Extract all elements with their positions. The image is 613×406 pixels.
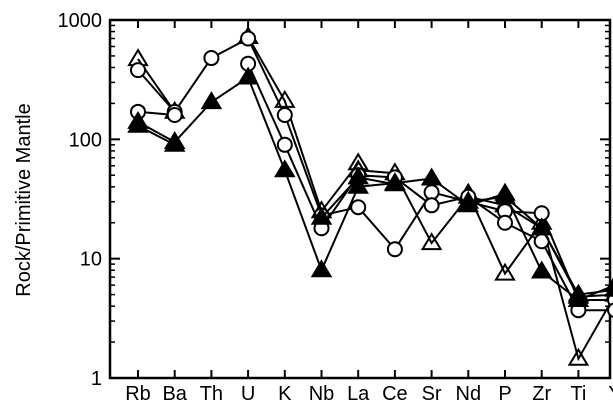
data-point-ti	[567, 347, 590, 366]
series-line	[247, 36, 359, 214]
data-point-ce	[384, 173, 406, 192]
data-point-sr	[423, 197, 440, 214]
x-axis-ticks: Rb Ba Th U K Nb La Ce Sr Nd P Zr Ti Y	[125, 20, 613, 405]
data-point-rb	[130, 62, 146, 79]
data-point-la	[350, 199, 367, 216]
data-point-la	[347, 166, 369, 185]
data-point-p	[494, 185, 516, 204]
data-point-la	[347, 175, 369, 194]
x-tick-label: Rb	[125, 383, 151, 405]
plot-area-frame	[108, 18, 612, 380]
x-tick-label: U	[241, 383, 255, 405]
data-point-k	[274, 159, 296, 178]
data-point-th	[203, 50, 220, 67]
data-point-nb	[310, 259, 333, 278]
x-tick-label: Zr	[532, 383, 551, 405]
x-tick-label: Nd	[456, 383, 482, 405]
y-axis-title: Rock/Primitive Mantle	[13, 103, 35, 296]
x-tick-label: Y	[608, 383, 613, 405]
data-point-sr	[420, 167, 443, 186]
x-tick-label: Th	[200, 383, 223, 405]
data-point-p	[494, 262, 516, 281]
y-tick-label: 1000	[58, 10, 103, 32]
x-tick-label: K	[278, 383, 292, 405]
y-axis-ticks: 1 10 100 1000	[58, 10, 610, 390]
data-point-rb	[127, 114, 149, 133]
data-point-th	[200, 91, 223, 110]
x-tick-label: Nb	[309, 383, 335, 405]
data-point-zr	[530, 217, 553, 236]
data-point-nb	[310, 206, 333, 225]
x-tick-label: Ti	[570, 383, 586, 405]
data-point-ba	[166, 106, 183, 123]
data-point-k	[276, 106, 293, 123]
x-tick-label: La	[347, 383, 370, 405]
data-point-ti	[567, 283, 590, 302]
data-point-u	[237, 66, 259, 85]
data-point-k	[274, 89, 296, 108]
data-point-zr	[530, 260, 553, 279]
series-line	[137, 75, 613, 302]
y-tick-label: 1	[91, 368, 102, 390]
data-point-sr	[423, 184, 440, 201]
data-point-sr	[420, 232, 443, 251]
series-1	[127, 26, 613, 366]
y-tick-label: 10	[80, 249, 102, 271]
x-tick-label: Ba	[162, 383, 187, 405]
data-point-k	[276, 136, 293, 153]
data-point-y	[607, 302, 613, 318]
series-6	[127, 114, 613, 302]
y-tick-label: 100	[69, 129, 102, 151]
data-point-y	[604, 282, 613, 297]
x-tick-label: Sr	[422, 383, 442, 405]
data-point-ce	[386, 241, 403, 258]
series-5	[127, 66, 613, 307]
data-point-ba	[163, 133, 186, 152]
series-layer	[127, 26, 613, 366]
x-tick-label: P	[498, 383, 511, 405]
data-point-u	[240, 30, 257, 47]
x-tick-label: Ce	[382, 383, 408, 405]
data-point-p	[497, 214, 513, 231]
data-point-nd	[457, 190, 480, 209]
